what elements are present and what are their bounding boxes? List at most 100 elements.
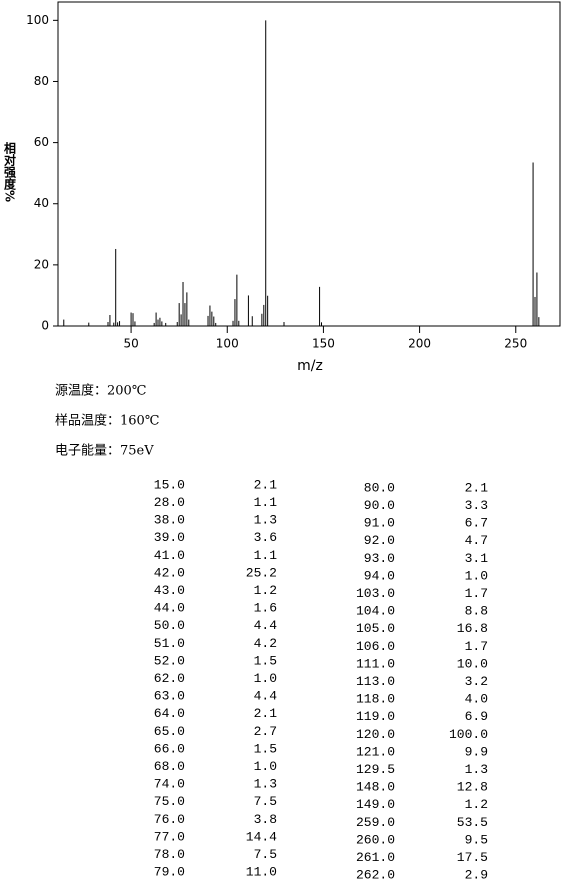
table-cell: 12.8	[457, 780, 488, 795]
y-tick-label: 0	[41, 319, 49, 333]
x-tick-label: 50	[123, 337, 138, 351]
table-cell: 1.2	[254, 583, 277, 598]
table-cell: 10.0	[457, 656, 488, 671]
table-cell: 6.7	[465, 516, 488, 531]
table-cell: 76.0	[154, 812, 185, 827]
table-cell: 44.0	[154, 601, 185, 616]
table-cell: 2.1	[254, 706, 278, 721]
table-cell: 79.0	[154, 865, 185, 879]
table-cell: 121.0	[356, 744, 395, 759]
table-cell: 106.0	[356, 639, 395, 654]
table-cell: 63.0	[154, 689, 185, 704]
table-cell: 43.0	[154, 583, 185, 598]
x-tick-label: 150	[312, 337, 335, 351]
table-cell: 25.2	[246, 565, 277, 580]
table-cell: 259.0	[356, 815, 395, 830]
table-cell: 7.5	[254, 794, 277, 809]
table-cell: 1.2	[465, 797, 488, 812]
table-cell: 3.6	[254, 530, 277, 545]
table-cell: 75.0	[154, 794, 185, 809]
table-cell: 16.8	[457, 621, 488, 636]
table-cell: 90.0	[364, 498, 395, 513]
table-cell: 38.0	[154, 513, 185, 528]
table-cell: 119.0	[356, 709, 395, 724]
table-cell: 52.0	[154, 653, 185, 668]
table-cell: 11.0	[246, 865, 277, 879]
table-cell: 9.9	[465, 744, 488, 759]
table-cell: 4.4	[254, 689, 278, 704]
table-cell: 113.0	[356, 674, 395, 689]
y-axis-label: 相对强度%	[3, 141, 17, 202]
y-tick-label: 100	[26, 13, 49, 27]
table-cell: 1.5	[254, 741, 277, 756]
table-cell: 8.8	[465, 604, 488, 619]
table-cell: 14.4	[246, 829, 277, 844]
table-cell: 9.5	[465, 832, 488, 847]
table-cell: 105.0	[356, 621, 395, 636]
table-cell: 4.7	[465, 533, 488, 548]
table-cell: 93.0	[364, 551, 395, 566]
table-cell: 1.7	[465, 586, 488, 601]
table-cell: 92.0	[364, 533, 395, 548]
x-axis-label: m/z	[297, 358, 323, 374]
table-cell: 64.0	[154, 706, 185, 721]
table-cell: 77.0	[154, 829, 185, 844]
table-cell: 149.0	[356, 797, 395, 812]
table-cell: 120.0	[356, 727, 395, 742]
table-cell: 80.0	[364, 480, 395, 495]
table-cell: 65.0	[154, 724, 185, 739]
table-cell: 2.9	[465, 868, 488, 879]
table-cell: 17.5	[457, 850, 488, 865]
table-cell: 50.0	[154, 618, 185, 633]
table-cell: 1.7	[465, 639, 488, 654]
x-tick-label: 250	[504, 337, 527, 351]
table-cell: 62.0	[154, 671, 185, 686]
info-line: 源温度：200℃	[55, 383, 146, 399]
info-line: 电子能量：75eV	[55, 444, 154, 459]
table-cell: 91.0	[364, 516, 395, 531]
table-cell: 1.6	[254, 601, 277, 616]
table-cell: 1.1	[254, 495, 278, 510]
table-cell: 78.0	[154, 847, 185, 862]
table-cell: 103.0	[356, 586, 395, 601]
table-cell: 3.2	[465, 674, 488, 689]
table-cell: 6.9	[465, 709, 488, 724]
table-cell: 15.0	[154, 477, 185, 492]
table-cell: 2.1	[465, 480, 489, 495]
table-cell: 1.0	[465, 568, 488, 583]
table-cell: 94.0	[364, 568, 395, 583]
info-line: 样品温度：160℃	[55, 413, 159, 429]
table-cell: 1.0	[254, 759, 277, 774]
table-cell: 2.1	[254, 477, 278, 492]
x-tick-label: 200	[408, 337, 431, 351]
table-cell: 1.3	[465, 762, 488, 777]
table-cell: 4.4	[254, 618, 278, 633]
table-cell: 3.3	[465, 498, 488, 513]
table-cell: 74.0	[154, 777, 185, 792]
table-cell: 4.2	[254, 636, 277, 651]
plot-frame	[57, 1, 561, 327]
table-cell: 111.0	[356, 656, 395, 671]
table-cell: 3.1	[465, 551, 489, 566]
table-cell: 28.0	[154, 495, 185, 510]
table-cell: 41.0	[154, 548, 185, 563]
table-cell: 100.0	[449, 727, 488, 742]
table-cell: 260.0	[356, 832, 395, 847]
table-cell: 1.1	[254, 548, 278, 563]
table-cell: 1.5	[254, 653, 277, 668]
table-cell: 1.3	[254, 777, 277, 792]
x-tick-label: 100	[216, 337, 239, 351]
table-cell: 39.0	[154, 530, 185, 545]
table-cell: 148.0	[356, 780, 395, 795]
table-cell: 4.0	[465, 692, 488, 707]
y-tick-label: 60	[34, 135, 49, 149]
table-cell: 1.0	[254, 671, 277, 686]
table-cell: 42.0	[154, 565, 185, 580]
table-cell: 104.0	[356, 604, 395, 619]
table-cell: 7.5	[254, 847, 277, 862]
table-cell: 3.8	[254, 812, 277, 827]
table-cell: 68.0	[154, 759, 185, 774]
y-tick-label: 80	[34, 74, 49, 88]
